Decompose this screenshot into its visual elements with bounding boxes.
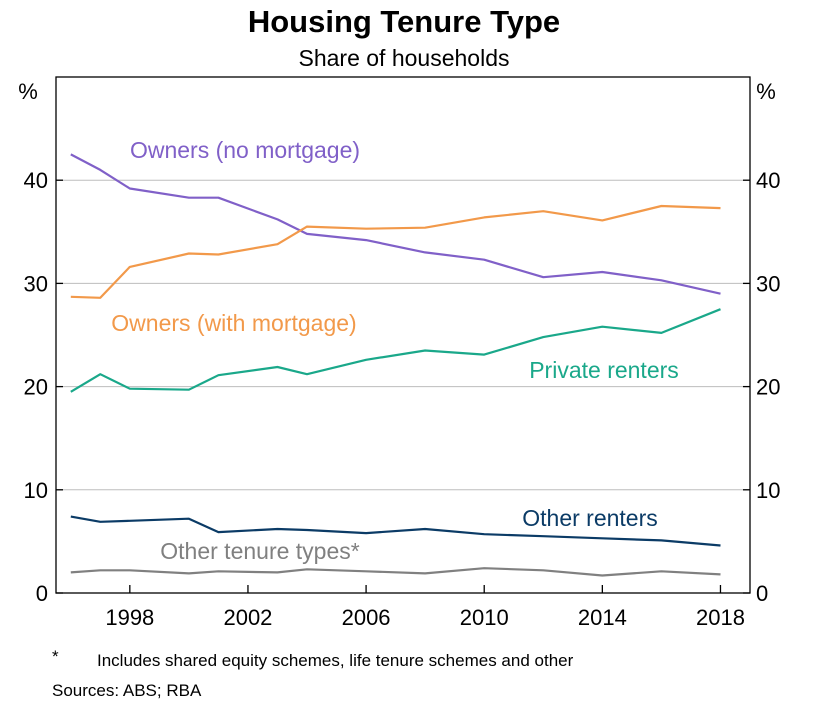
series-label-owners-with-mortgage: Owners (with mortgage) [111,310,356,336]
y-tick-label-left-0: 0 [36,581,48,606]
y-tick-label-left-40: 40 [24,168,48,193]
series-lines [70,153,721,577]
y-axis-unit-left: % [18,79,38,104]
y-tick-label-left-20: 20 [24,375,48,400]
y-tick-label-left-10: 10 [24,478,48,503]
series-line-owners-with-mortgage [70,204,721,299]
gridlines [56,179,750,491]
x-tick-label-2006: 2006 [342,605,391,630]
y-tick-label-right-30: 30 [756,271,780,296]
series-label-private-renters: Private renters [529,357,679,383]
x-tick-label-1998: 1998 [105,605,154,630]
sources-note: Sources: ABS; RBA [52,681,202,700]
chart-title: Housing Tenure Type [248,4,560,39]
footnote-text: Includes shared equity schemes, life ten… [97,651,574,670]
x-tick-label-2014: 2014 [578,605,627,630]
series-line-owners-no-mortgage [70,153,721,295]
series-label-other-tenure-types: Other tenure types* [160,538,359,564]
series-labels: Owners (no mortgage) Owners (with mortgag… [111,137,678,564]
y-tick-label-right-0: 0 [756,581,768,606]
series-line-other-tenure-types [70,567,721,577]
series-label-owners-no-mortgage: Owners (no mortgage) [130,137,360,163]
y-axis-unit-right: % [756,79,776,104]
series-line-private-renters [70,308,721,393]
x-tick-label-2018: 2018 [696,605,745,630]
x-tick-label-2002: 2002 [223,605,272,630]
series-line-other-renters [70,515,721,547]
chart-subtitle: Share of households [299,45,510,71]
y-tick-label-right-10: 10 [756,478,780,503]
y-tick-label-left-30: 30 [24,271,48,296]
axis-ticks: 0 0 10 10 20 20 30 30 40 40 1998 2002 2006 2010 2014 20… [24,168,781,630]
footnote-marker: * [52,647,59,666]
series-label-other-renters: Other renters [522,505,658,531]
y-tick-label-right-40: 40 [756,168,780,193]
x-tick-label-2010: 2010 [460,605,509,630]
plot-frame [55,76,751,594]
y-tick-label-right-20: 20 [756,375,780,400]
